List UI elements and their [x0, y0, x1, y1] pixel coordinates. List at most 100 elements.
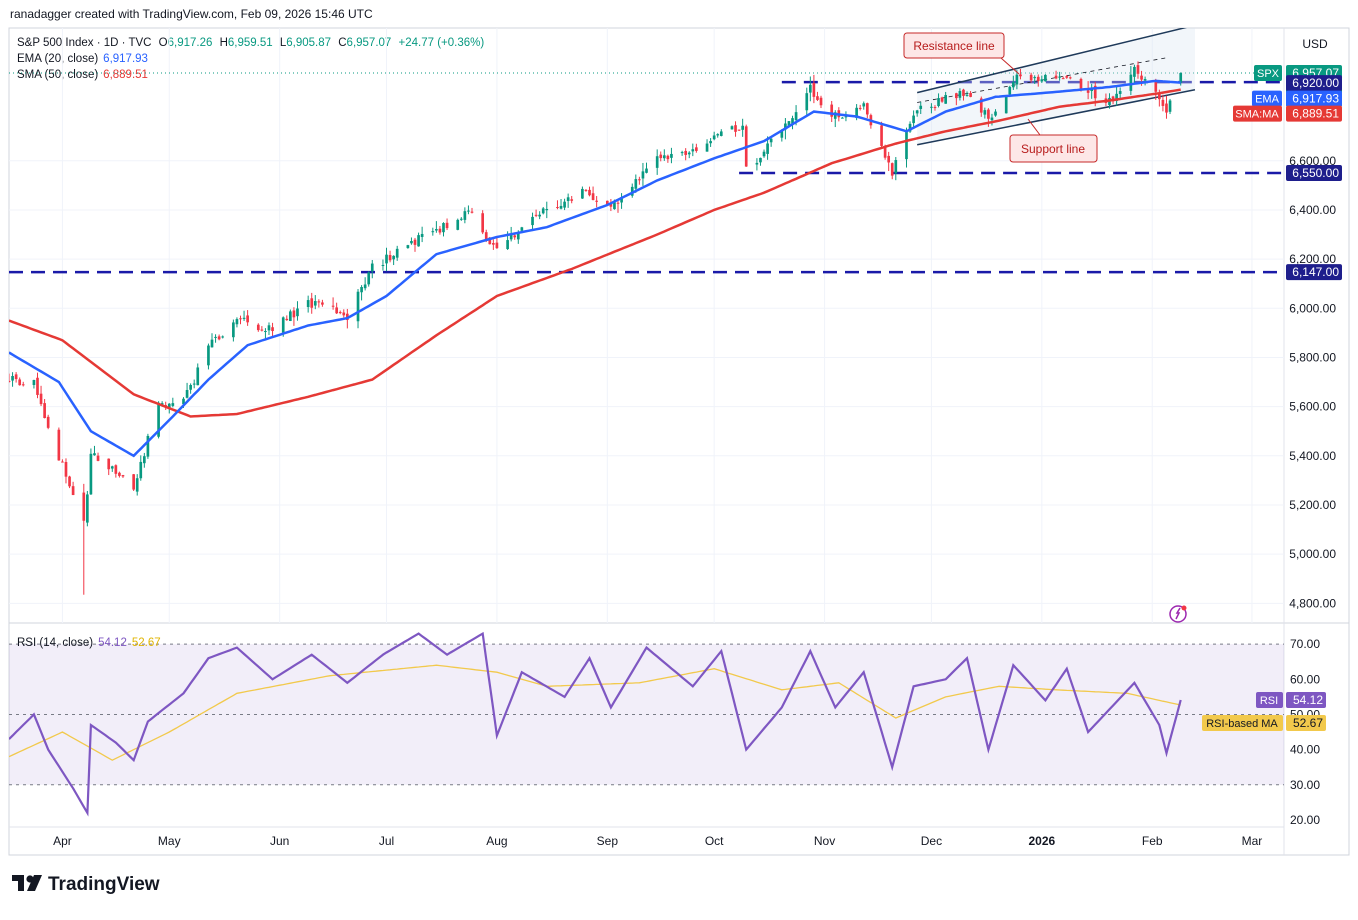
- resistance-label: Resistance line: [913, 39, 995, 53]
- ema-legend[interactable]: EMA (20, close) 6,917.93: [17, 53, 148, 65]
- candle: [534, 209, 538, 218]
- candle-body: [285, 318, 289, 321]
- symbol-legend[interactable]: S&P 500 Index · 1D · TVC O6,917.26 H6,95…: [17, 37, 484, 49]
- candle-body: [21, 384, 25, 386]
- candle-body: [805, 93, 809, 111]
- rsi-grid: [9, 643, 1284, 786]
- time-tick-label: May: [158, 834, 181, 848]
- candle: [9, 373, 11, 383]
- candle: [18, 377, 22, 386]
- support-annotation[interactable]: Support line: [1009, 118, 1098, 163]
- candle: [655, 149, 659, 175]
- candle: [21, 381, 25, 387]
- candle: [171, 397, 175, 408]
- candle-body: [915, 110, 919, 114]
- candle-body: [1115, 93, 1118, 102]
- candle-body: [616, 202, 620, 204]
- candle-body: [36, 377, 39, 395]
- candle: [994, 109, 997, 117]
- candle: [96, 452, 100, 462]
- candle: [413, 237, 417, 252]
- candle: [1129, 66, 1133, 96]
- currency-label[interactable]: USD: [1302, 37, 1328, 51]
- resistance-annotation[interactable]: Resistance line: [903, 32, 1020, 75]
- candle-body: [492, 243, 495, 245]
- candle: [481, 210, 485, 235]
- candle: [338, 310, 342, 315]
- candle: [363, 277, 367, 291]
- channel-fill: [917, 28, 1195, 145]
- candle-body: [816, 96, 819, 100]
- candle-body: [321, 302, 324, 305]
- price-channel[interactable]: [916, 25, 1196, 146]
- candle-body: [93, 453, 96, 456]
- candle-body: [716, 134, 720, 136]
- candle: [135, 474, 139, 496]
- candle-body: [645, 168, 648, 173]
- candle-body: [239, 318, 242, 320]
- moving-averages[interactable]: [9, 79, 1181, 458]
- candle-body: [695, 147, 698, 151]
- candle-body: [89, 453, 93, 495]
- rsi-lines[interactable]: [9, 631, 1182, 817]
- candle: [235, 317, 239, 328]
- candle-body: [1015, 74, 1019, 85]
- candle-body: [1068, 77, 1072, 79]
- candle-body: [363, 284, 367, 289]
- candle-body: [990, 117, 994, 121]
- candle-body: [11, 375, 14, 381]
- candle: [983, 107, 987, 119]
- candle-body: [46, 416, 50, 428]
- level-6550-tag: 6,550.00: [1286, 165, 1342, 182]
- candle: [317, 299, 321, 308]
- level-6147-tag-text: 6,147.00: [1292, 265, 1339, 279]
- candle: [937, 93, 940, 108]
- candle: [1033, 75, 1037, 84]
- candle-body: [784, 123, 787, 130]
- rsi-line: [9, 631, 1182, 817]
- time-tick-label: Apr: [53, 834, 72, 848]
- candle-body: [182, 398, 185, 405]
- candles[interactable]: [8, 61, 1183, 595]
- candle: [1133, 64, 1136, 83]
- close-value: 6,957.07: [347, 37, 392, 49]
- time-axis[interactable]: Apr May Jun Jul Aug Sep Oct Nov Dec 2026 Feb Mar: [53, 834, 1262, 848]
- candle: [381, 259, 385, 271]
- level-6550-tag-text: 6,550.00: [1292, 166, 1339, 180]
- price-axis[interactable]: 4,800.00 5,000.00 5,200.00 5,400.00 5,600.00…: [1289, 154, 1336, 611]
- candle: [360, 285, 363, 301]
- candle-body: [844, 116, 848, 118]
- candle-body: [388, 255, 392, 261]
- candle-body: [1029, 74, 1033, 81]
- flash-icon[interactable]: [1169, 605, 1187, 623]
- candle: [82, 483, 86, 595]
- candle-body: [242, 317, 246, 319]
- symbol-name[interactable]: S&P 500 Index · 1D · TVC: [17, 37, 151, 49]
- high-value: 6,959.51: [228, 37, 273, 49]
- level-6920-tag: 6,920.00: [1286, 75, 1342, 92]
- sma-legend[interactable]: SMA (50, close) 6,889.51: [17, 69, 148, 81]
- candle: [1154, 78, 1158, 100]
- candle-body: [908, 123, 912, 132]
- horizontal-levels: [9, 72, 1284, 274]
- candle-body: [1019, 74, 1022, 77]
- candle-body: [435, 229, 438, 231]
- candle-body: [189, 384, 192, 390]
- candle-body: [171, 403, 175, 406]
- candle: [755, 158, 759, 171]
- candle: [93, 445, 96, 456]
- candle-body: [1040, 79, 1044, 82]
- candle: [1044, 74, 1047, 82]
- candle-body: [232, 322, 235, 338]
- candle-body: [516, 232, 520, 240]
- candle: [470, 207, 474, 214]
- candle: [306, 295, 310, 313]
- rsi-legend[interactable]: RSI (14, close) 54.12 52.67: [17, 637, 161, 649]
- candle: [431, 227, 435, 236]
- candle: [1068, 76, 1072, 80]
- candle: [410, 237, 413, 245]
- candle: [1054, 70, 1058, 80]
- candle-body: [260, 329, 264, 331]
- candle: [445, 218, 449, 231]
